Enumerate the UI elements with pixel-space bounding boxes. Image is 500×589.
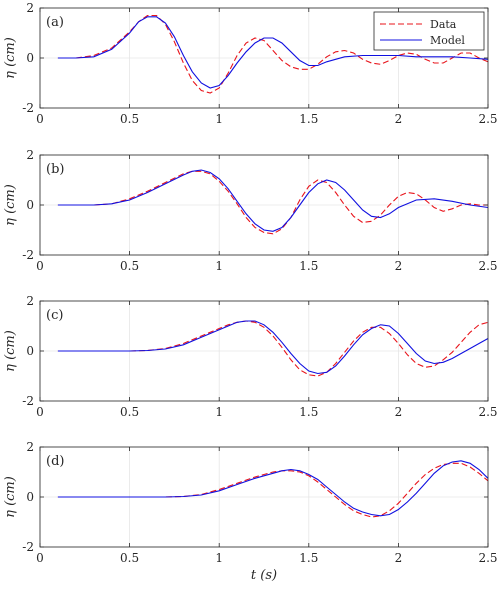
y-tick-label: 2	[26, 294, 34, 308]
x-tick-label: 2	[395, 405, 403, 419]
y-tick-label: 0	[26, 198, 34, 212]
series-data-line	[57, 170, 488, 235]
legend: Data Model	[373, 11, 485, 51]
x-tick-label: 0	[36, 112, 44, 126]
x-tick-label: 1.5	[299, 405, 318, 419]
x-axis-label: t (s)	[251, 568, 277, 583]
y-tick-label: 0	[26, 51, 34, 65]
y-axis-label: η (cm)	[3, 476, 18, 518]
x-tick-label: 0.5	[120, 112, 139, 126]
x-tick-label: 0	[36, 551, 44, 565]
x-tick-label: 2.5	[478, 112, 497, 126]
x-tick-label: 2.5	[478, 551, 497, 565]
x-tick-label: 0.5	[120, 259, 139, 273]
y-tick-label: 2	[26, 148, 34, 162]
y-tick-label: -2	[22, 248, 34, 262]
panel-label: (c)	[46, 308, 63, 323]
x-tick-label: 2.5	[478, 259, 497, 273]
x-tick-label: 0.5	[120, 405, 139, 419]
x-tick-label: 0.5	[120, 551, 139, 565]
series-data-line	[57, 462, 489, 518]
series-model-line	[57, 320, 489, 375]
y-axis-label: η (cm)	[3, 184, 18, 226]
x-tick-label: 1	[215, 405, 223, 419]
legend-label-model: Model	[430, 34, 465, 47]
y-axis-label: η (cm)	[3, 37, 18, 79]
y-tick-label: -2	[22, 101, 34, 115]
x-tick-label: 0	[36, 259, 44, 273]
x-tick-label: 0	[36, 405, 44, 419]
x-tick-label: 1	[215, 551, 223, 565]
series-model-line	[57, 16, 489, 89]
legend-box	[373, 11, 485, 51]
x-tick-label: 1	[215, 112, 223, 126]
series-model-line	[57, 460, 489, 517]
y-axis-label: η (cm)	[3, 330, 18, 372]
y-tick-label: 2	[26, 1, 34, 15]
x-tick-label: 1.5	[299, 551, 318, 565]
panel-label: (a)	[46, 15, 64, 30]
y-tick-label: 2	[26, 440, 34, 454]
y-tick-label: -2	[22, 540, 34, 554]
x-tick-label: 2.5	[478, 405, 497, 419]
legend-label-data: Data	[430, 18, 457, 31]
y-tick-label: 0	[26, 490, 34, 504]
x-tick-label: 1.5	[299, 112, 318, 126]
y-tick-label: 0	[26, 344, 34, 358]
series-data-line	[57, 320, 489, 377]
series-model-line	[57, 169, 489, 232]
x-tick-label: 1	[215, 259, 223, 273]
panel-label: (b)	[46, 162, 64, 177]
x-tick-label: 2	[395, 112, 403, 126]
y-tick-label: -2	[22, 394, 34, 408]
x-tick-label: 2	[395, 259, 403, 273]
x-tick-label: 1.5	[299, 259, 318, 273]
x-tick-label: 2	[395, 551, 403, 565]
panel-label: (d)	[46, 454, 64, 469]
